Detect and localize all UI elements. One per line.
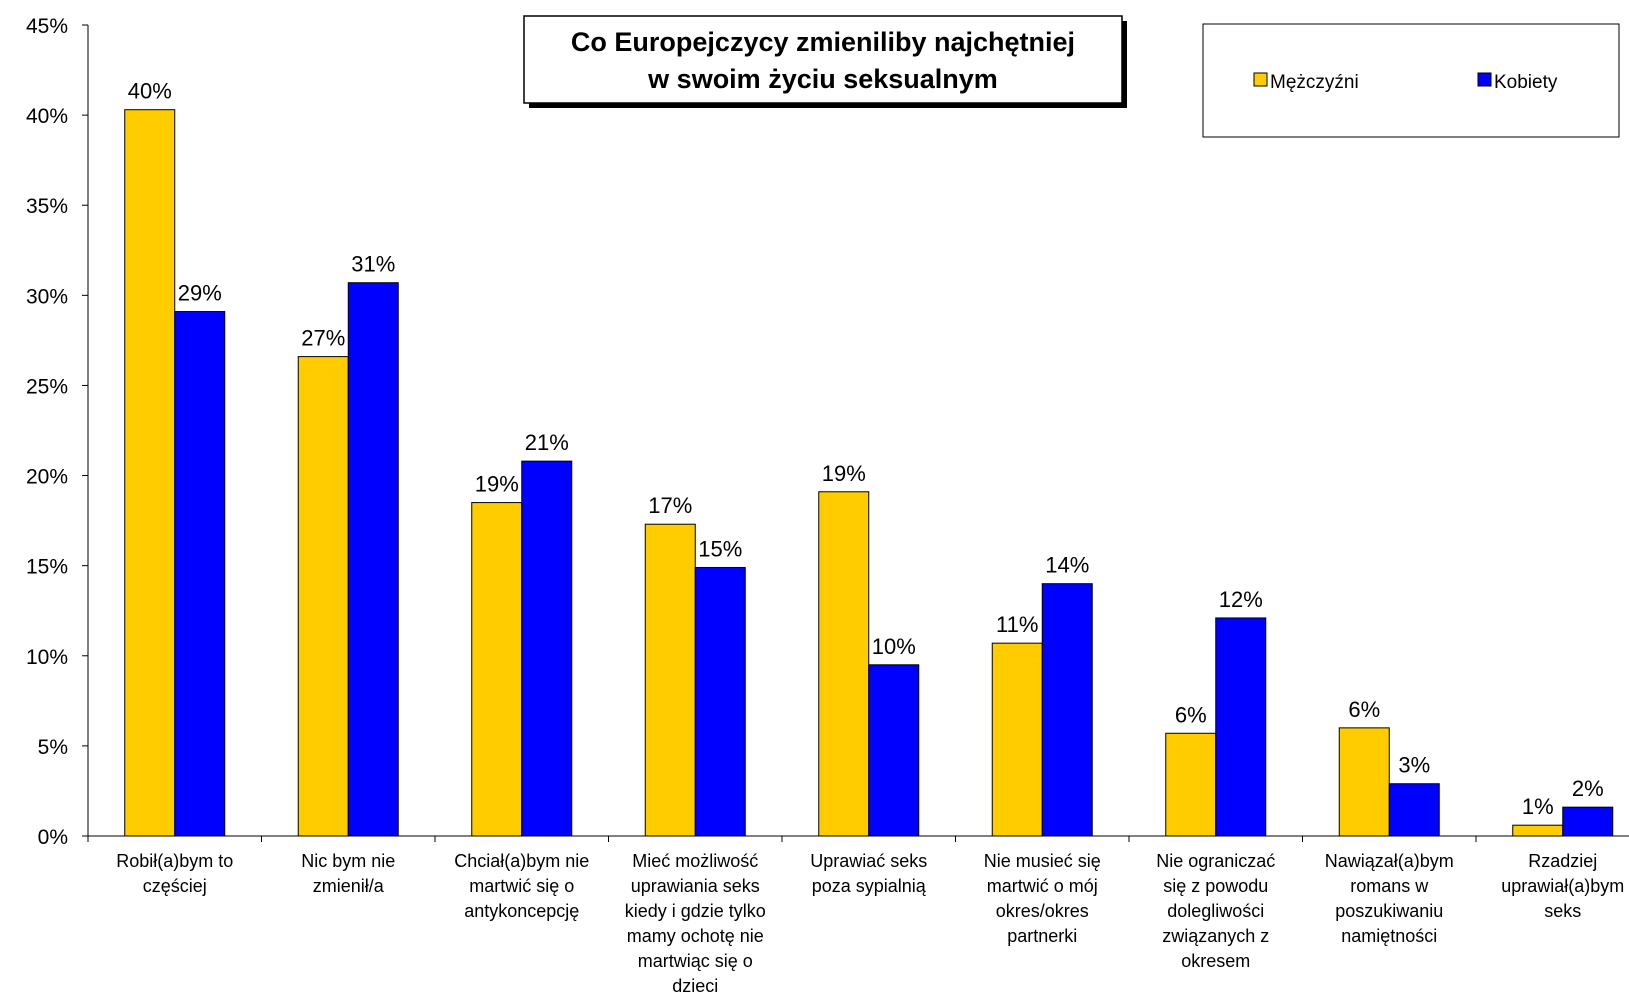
data-label-men: 17%	[648, 493, 692, 518]
chart-title-box: Co Europejczycy zmieniliby najchętniej w…	[523, 15, 1127, 108]
y-tick-label: 5%	[38, 736, 68, 759]
legend-swatch-men	[1253, 72, 1268, 87]
legend-label-women: Kobiety	[1494, 72, 1558, 93]
category-label: Nie musieć się martwić o mój okres/okres pa…	[984, 851, 1101, 946]
data-label-women: 31%	[351, 252, 395, 277]
bar-men	[644, 523, 696, 837]
legend-frame	[1202, 23, 1620, 138]
bars-layer	[124, 109, 1614, 837]
data-label-women: 29%	[178, 281, 222, 306]
bar-women	[1562, 806, 1614, 837]
y-tick-label: 25%	[26, 375, 68, 398]
category-label: Uprawiać seks poza sypialnią	[810, 851, 927, 896]
y-tick-label: 10%	[26, 646, 68, 669]
data-label-men: 1%	[1522, 794, 1554, 819]
y-tick-label: 35%	[26, 195, 68, 218]
bar-men	[124, 109, 176, 837]
data-label-women: 10%	[872, 634, 916, 659]
data-label-men: 19%	[822, 461, 866, 486]
bar-men	[297, 356, 349, 837]
bar-men	[1165, 732, 1217, 837]
category-label: Mieć możliwość uprawiania seks kiedy i gdz…	[625, 851, 766, 996]
category-label: Nie ograniczać się z powodu dolegliwości zw…	[1156, 851, 1275, 971]
category-label: Nic bym nie zmienił/a	[301, 851, 395, 896]
y-tick-label: 40%	[26, 105, 68, 128]
axes-layer: 0% 5% 10% 15% 20% 25% 30% 35% 40% 45%	[26, 15, 1629, 849]
bar-women	[521, 460, 573, 837]
y-tick-label: 30%	[26, 285, 68, 308]
data-label-women: 12%	[1219, 587, 1263, 612]
data-label-men: 6%	[1175, 702, 1207, 727]
data-label-women: 21%	[525, 430, 569, 455]
category-label: Nawiązał(a)bym romans w poszukiwaniu namięt…	[1325, 851, 1454, 946]
data-label-men: 6%	[1348, 697, 1380, 722]
bar-men	[818, 491, 870, 837]
data-label-men: 19%	[475, 472, 519, 497]
category-label: Rzadziej uprawiał(a)bym seks	[1501, 851, 1624, 921]
bar-men	[471, 502, 523, 837]
data-label-men: 40%	[128, 79, 172, 104]
legend-swatch-women	[1477, 72, 1492, 87]
chart-title-line-2: w swoim życiu seksualnym	[647, 64, 998, 94]
bar-women	[694, 566, 746, 837]
bar-women	[174, 311, 226, 837]
bar-men	[1338, 727, 1390, 837]
y-tick-label: 15%	[26, 556, 68, 579]
data-label-women: 3%	[1398, 753, 1430, 778]
y-tick-label: 45%	[26, 15, 68, 38]
y-tick-label: 20%	[26, 466, 68, 489]
data-label-women: 14%	[1045, 553, 1089, 578]
category-label: Chciał(a)bym nie martwić się o antykoncepc…	[454, 851, 589, 921]
labels-layer: 40% 27% 19% 17% 19% 11% 6% 6% 1% 29% 31% 21% 15% 10% 1…	[116, 79, 1624, 996]
bar-men	[991, 642, 1043, 837]
bar-women	[1388, 783, 1440, 837]
bar-men	[1512, 824, 1564, 837]
title-frame	[523, 15, 1123, 104]
y-tick-label: 0%	[38, 826, 68, 849]
data-label-women: 15%	[698, 536, 742, 561]
chart-title-line-1: Co Europejczycy zmieniliby najchętniej	[571, 27, 1075, 57]
legend: Mężczyźni Kobiety	[1202, 23, 1620, 138]
data-label-men: 27%	[301, 326, 345, 351]
bar-women	[868, 664, 920, 837]
category-label: Robił(a)bym to częściej	[116, 851, 233, 896]
data-label-men: 11%	[996, 612, 1038, 637]
legend-label-men: Mężczyźni	[1270, 72, 1359, 93]
bar-women	[1041, 583, 1093, 837]
bar-women	[347, 282, 399, 837]
data-label-women: 2%	[1572, 776, 1604, 801]
bar-women	[1215, 617, 1267, 837]
